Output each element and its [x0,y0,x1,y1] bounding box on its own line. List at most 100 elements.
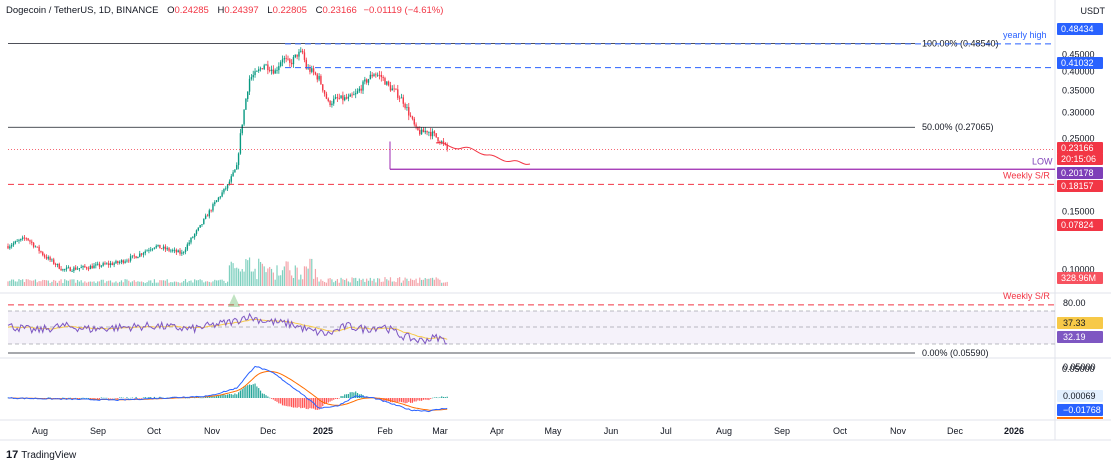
macd-histogram-bar [285,398,287,407]
candle-body [21,237,24,239]
price-badge-label: 0.23166 [1061,143,1094,153]
candle-body [203,218,205,225]
volume-bar [428,278,430,286]
macd-histogram-bar [153,396,155,398]
candle-body [210,210,212,212]
volume-bar [351,277,353,286]
candle-body [349,94,351,97]
price-tick-label: 0.40000 [1062,66,1095,76]
macd-histogram-bar [410,398,412,403]
candle-body [64,269,66,270]
price-tick-label: 0.30000 [1062,107,1095,117]
high-label: H [217,5,225,16]
candle-body [290,62,293,65]
volume-bar [320,279,322,286]
macd-histogram-bar [155,397,157,399]
candle-body [347,96,350,99]
macd-badge [1057,390,1103,402]
tradingview-logo[interactable]: 17 TradingView [6,449,76,461]
candle-body [371,74,373,77]
volume-bar [415,278,417,286]
candle-body [268,70,271,72]
volume-bar [109,280,112,286]
volume-bar [122,282,124,286]
volume-bar [228,265,231,286]
candle-body [84,265,86,268]
candle-body [431,131,434,137]
price-badge-label: 0.18157 [1061,181,1094,191]
volume-bar [153,279,155,286]
volume-bar [75,282,77,286]
volume-bar [338,282,340,286]
price-badge [1057,142,1103,154]
candle-body [234,169,236,173]
volume-group [7,257,448,286]
macd-histogram-bar [256,386,258,398]
candle-body [365,79,368,83]
macd-histogram-bar [144,397,146,398]
volume-bar [322,280,324,286]
candle-body [153,247,156,249]
macd-histogram-bar [245,386,247,398]
time-axis-label: Aug [32,426,48,436]
macd-histogram-bar [439,397,441,398]
macd-histogram-bar [139,398,141,399]
volume-bar [49,282,51,286]
volume-bar [446,281,448,286]
macd-histogram-bar [146,397,148,399]
rsi-overbought-fill [228,294,240,307]
volume-bar [184,279,187,286]
volume-bar [382,281,384,286]
volume-bar [172,282,174,286]
macd-histogram-bar [108,398,110,399]
macd-histogram-bar [347,393,349,398]
candle-body [413,118,415,125]
macd-histogram-bar [124,398,126,399]
volume-bar [205,281,207,286]
candle-body [344,97,346,101]
macd-histogram-bar [397,398,399,403]
candle-body [356,90,359,94]
macd-histogram-bar [232,394,234,398]
macd-histogram-bar [382,398,384,402]
macd-histogram-bar [318,398,320,410]
volume-bar [377,278,379,286]
macd-histogram-bar [140,398,143,399]
candle-body [228,181,231,185]
candle-body [104,263,106,265]
volume-bar [135,281,137,286]
volume-bar [164,280,166,286]
candle-body [214,202,216,205]
volume-bar [53,279,55,286]
volume-bar [393,281,395,286]
volume-bar [93,281,95,286]
macd-histogram-bar [261,393,263,398]
candle-body [193,233,196,238]
volume-bar [248,257,251,286]
candle-body [437,137,439,142]
volume-bar [391,281,393,286]
candle-body [27,238,29,241]
volume-bar [419,277,421,286]
candle-body [75,267,77,270]
macd-histogram-bar [113,397,115,399]
macd-histogram-bar [327,398,329,403]
macd-histogram-bar [265,395,267,398]
volume-bar [146,282,148,286]
volume-bar [395,282,397,286]
candle-body [206,215,209,217]
volume-bar [133,280,135,286]
candle-body [331,103,333,106]
candle-body [85,267,88,269]
volume-bar [241,269,243,286]
candle-body [54,263,57,265]
macd-histogram-bar [305,398,307,409]
candle-body [358,88,361,91]
high-value: 0.24397 [224,5,259,16]
volume-bar [278,275,280,286]
time-axis-label: Nov [204,426,221,436]
macd-histogram-bar [82,397,84,399]
volume-bar [384,277,386,286]
macd-histogram-bar [137,398,139,399]
